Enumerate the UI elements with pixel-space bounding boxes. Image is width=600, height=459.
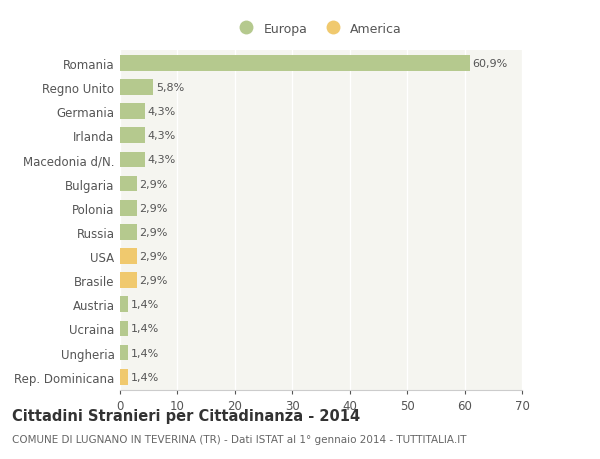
Legend: Europa, America: Europa, America (229, 18, 407, 41)
Bar (120, 152, 145, 168)
Text: 2,9%: 2,9% (140, 227, 168, 237)
Bar (120, 273, 137, 288)
Text: 60,9%: 60,9% (473, 59, 508, 69)
Bar (120, 369, 128, 385)
Bar (120, 224, 137, 240)
Bar (120, 80, 154, 95)
Bar (120, 321, 128, 336)
Text: COMUNE DI LUGNANO IN TEVERINA (TR) - Dati ISTAT al 1° gennaio 2014 - TUTTITALIA.: COMUNE DI LUGNANO IN TEVERINA (TR) - Dat… (12, 434, 467, 444)
Bar (120, 297, 128, 313)
Text: 2,9%: 2,9% (140, 179, 168, 189)
Text: Cittadini Stranieri per Cittadinanza - 2014: Cittadini Stranieri per Cittadinanza - 2… (12, 409, 360, 424)
Bar (120, 176, 137, 192)
Text: 2,9%: 2,9% (140, 203, 168, 213)
Bar (120, 56, 470, 72)
Bar (120, 104, 145, 120)
Text: 1,4%: 1,4% (131, 324, 159, 334)
Text: 4,3%: 4,3% (148, 131, 176, 141)
Text: 4,3%: 4,3% (148, 155, 176, 165)
Bar (120, 128, 145, 144)
Bar (120, 345, 128, 361)
Text: 4,3%: 4,3% (148, 107, 176, 117)
Bar (120, 249, 137, 264)
Text: 1,4%: 1,4% (131, 300, 159, 310)
Text: 1,4%: 1,4% (131, 372, 159, 382)
Text: 2,9%: 2,9% (140, 275, 168, 285)
Text: 1,4%: 1,4% (131, 348, 159, 358)
Text: 5,8%: 5,8% (156, 83, 184, 93)
Bar (120, 201, 137, 216)
Text: 2,9%: 2,9% (140, 252, 168, 262)
